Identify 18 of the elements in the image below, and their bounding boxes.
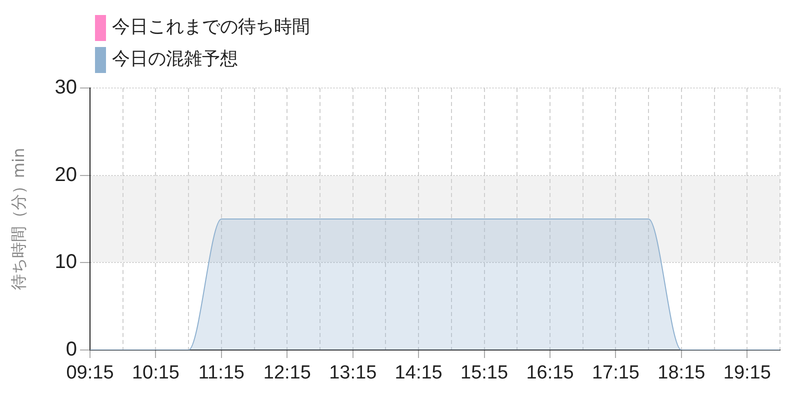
y-axis-title: 待ち時間（分）min <box>8 148 28 290</box>
x-tick-label: 10:15 <box>132 362 180 384</box>
x-tick-label: 09:15 <box>66 362 114 384</box>
legend-label: 今日の混雑予想 <box>112 48 238 70</box>
x-tick-label: 18:15 <box>658 362 706 384</box>
x-tick-label: 13:15 <box>329 362 377 384</box>
x-tick-label: 17:15 <box>592 362 640 384</box>
x-tick-label: 19:15 <box>723 362 771 384</box>
y-tick-label: 10 <box>54 251 77 274</box>
y-tick-label: 30 <box>54 76 77 99</box>
x-tick-label: 11:15 <box>198 362 244 384</box>
x-tick-label: 12:15 <box>263 362 311 384</box>
x-tick-label: 15:15 <box>460 362 508 384</box>
y-tick-label: 20 <box>54 164 77 186</box>
x-tick-label: 14:15 <box>394 362 442 384</box>
legend-label: 今日これまでの待ち時間 <box>112 16 310 38</box>
x-tick-label: 16:15 <box>526 362 574 384</box>
y-tick-label: 0 <box>66 338 77 361</box>
